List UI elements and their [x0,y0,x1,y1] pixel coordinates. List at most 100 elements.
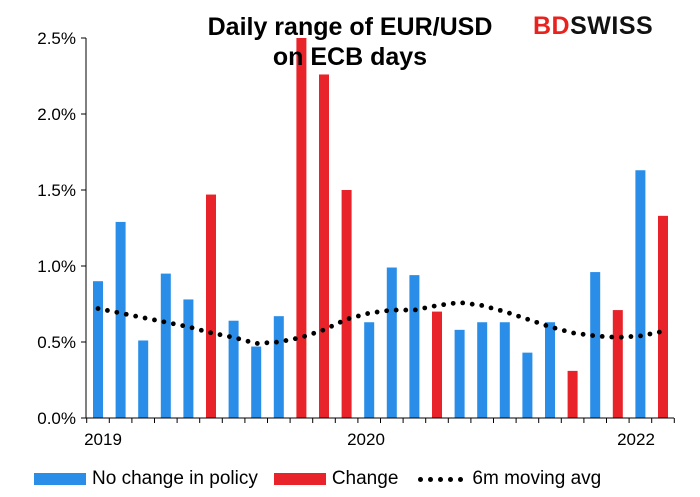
moving-avg-dot [431,303,437,309]
x-tick-label: 2020 [347,430,385,449]
moving-avg-dot [590,333,596,338]
moving-avg-dot [217,332,223,338]
bar-no-change [183,299,194,418]
moving-avg-dot [198,327,204,333]
legend-label-no-change: No change in policy [92,468,258,489]
bar-no-change [115,221,126,418]
moving-avg-dot [638,333,643,339]
moving-avg-dot [170,321,176,327]
moving-avg-dot [142,315,148,321]
bar-no-change [138,340,149,418]
moving-average-line [95,300,662,346]
moving-avg-dot [329,323,334,329]
bar-change [206,194,216,418]
y-tick-label: 1.0% [37,257,76,276]
moving-avg-dot [384,308,390,314]
moving-avg-dot [227,334,232,339]
moving-avg-dot [618,334,624,340]
moving-avg-dot [412,307,418,313]
y-tick-label: 1.5% [37,181,76,200]
x-axis: 2019 2020 2022 [84,417,675,449]
moving-avg-dot [208,330,213,336]
moving-avg-dot [311,330,317,336]
moving-avg-dot [507,310,512,316]
y-axis: 0.0% 0.5% 1.0% 1.5% 2.0% 2.5% [37,29,87,428]
moving-avg-dot [292,336,298,342]
bar-no-change [273,316,284,418]
moving-avg-dot [189,325,195,331]
moving-avg-dot [516,313,521,319]
bar-no-change [635,170,646,418]
moving-avg-dot [365,311,371,316]
logo-part1: BD [533,12,571,40]
moving-avg-dot [571,330,577,336]
moving-avg-dot [95,306,101,311]
moving-avg-dot [346,316,352,321]
x-tick-label: 2019 [84,430,122,449]
x-tick-label: 2022 [617,430,655,449]
moving-avg-dot [460,300,466,306]
bar-change [567,370,578,418]
bar-no-change [499,322,510,418]
bar-change [432,311,442,418]
moving-avg-dot [403,307,409,313]
bar-change [658,215,668,418]
legend-swatch-moving-avg [414,476,466,482]
y-tick-label: 2.0% [37,105,76,124]
bar-no-change [590,272,601,418]
moving-avg-dot [161,319,167,325]
moving-avg-dot [302,333,308,339]
chart-title-line1: Daily range of EUR/USD [207,13,493,41]
moving-avg-dot [450,300,456,306]
moving-avg-dot [374,309,380,315]
moving-avg-dot [609,334,615,340]
moving-avg-dot [525,316,531,322]
moving-avg-dot [441,302,447,308]
bdswiss-logo: BDSWISS [533,12,653,41]
bar-change [341,190,352,418]
legend-item-moving-avg: 6m moving avg [414,468,601,490]
bar-no-change [251,346,262,418]
chart-title: Daily range of EUR/USD on ECB days [140,12,560,72]
legend-swatch-change [273,473,326,485]
bar-no-change [93,281,103,418]
moving-avg-dot [488,305,494,311]
moving-avg-dot [656,329,662,335]
bar-change [296,38,307,418]
moving-avg-dot [580,331,586,337]
moving-avg-dot [254,341,260,346]
moving-avg-dot [599,333,605,339]
legend-item-no-change: No change in policy [34,468,258,490]
moving-avg-dot [422,305,428,311]
moving-avg-dot [105,308,110,313]
logo-part2: SWISS [570,12,654,40]
moving-avg-dot [469,301,475,307]
moving-avg-dot [236,336,242,342]
moving-avg-dot [114,309,120,315]
moving-avg-dot [479,303,485,308]
moving-avg-dot [393,307,399,313]
legend: No change in policy Change 6m moving avg [34,468,617,490]
moving-avg-dot [264,340,270,346]
legend-label-moving-avg: 6m moving avg [472,468,602,489]
bar-no-change [545,322,555,418]
bar-no-change [454,329,465,418]
moving-avg-dot [647,331,653,337]
moving-avg-dot [561,328,567,334]
moving-avg-dot [274,339,279,345]
chart-title-line2: on ECB days [272,43,428,71]
moving-avg-dot [337,319,343,325]
bar-no-change [409,275,420,418]
moving-avg-dot [320,327,326,333]
bar-change [612,310,623,418]
bar-no-change [160,273,171,418]
bar-no-change [386,267,397,418]
moving-avg-dot [543,323,549,328]
y-tick-label: 2.5% [37,29,76,48]
legend-item-change: Change [273,468,399,490]
legend-label-change: Change [331,468,399,489]
moving-avg-dot [628,334,634,339]
bar-no-change [522,352,533,418]
bar-no-change [364,322,375,418]
